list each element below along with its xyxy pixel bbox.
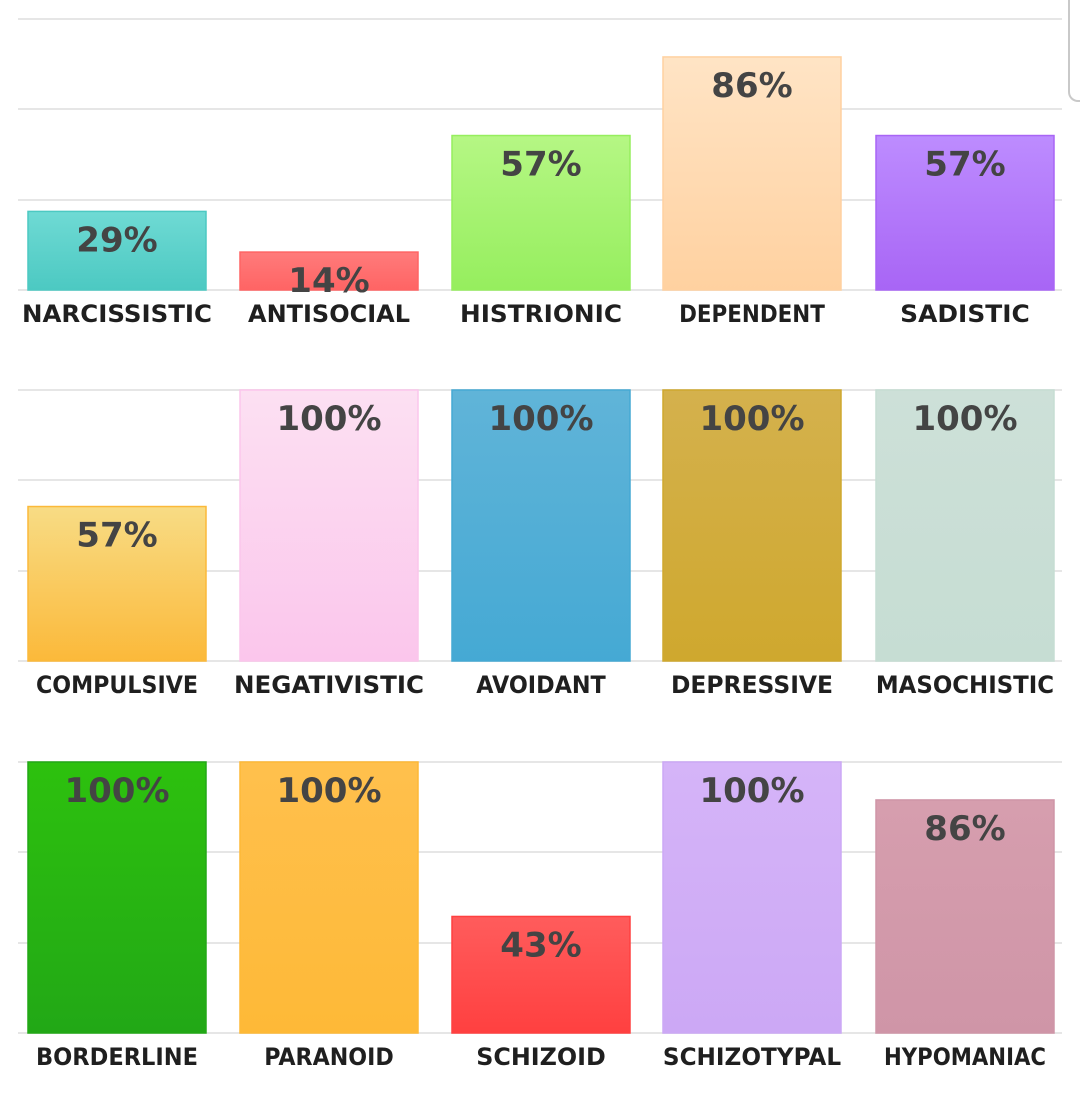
data-label: 86%: [924, 809, 1005, 849]
data-label: 100%: [699, 399, 804, 439]
chart-group-2: 57% COMPULSIVE 100% NEGATIVISTIC 100% AVOIDAN…: [18, 389, 1062, 699]
category-label: BORDERLINE: [36, 1043, 198, 1071]
category-label: SCHIZOID: [476, 1043, 606, 1071]
data-label: 100%: [276, 771, 381, 811]
bar-dependent: [662, 56, 842, 291]
data-label: 100%: [912, 399, 1017, 439]
data-label: 57%: [76, 516, 157, 556]
bar-depressive: [662, 389, 842, 662]
bar-borderline: [27, 761, 207, 1034]
data-label: 100%: [488, 399, 593, 439]
bar-narcissistic: [27, 210, 207, 291]
category-label: PARANOID: [264, 1043, 394, 1071]
chart-group-3: 100% BORDERLINE 100% PARANOID 43% SCHIZOID 100…: [18, 761, 1062, 1071]
data-label: 57%: [924, 145, 1005, 185]
category-label: MASOCHISTIC: [876, 671, 1054, 699]
category-label: COMPULSIVE: [36, 671, 198, 699]
category-label: NARCISSISTIC: [22, 300, 212, 328]
bar-masochistic: [875, 389, 1055, 662]
category-label: AVOIDANT: [476, 671, 606, 699]
category-label: NEGATIVISTIC: [234, 671, 424, 699]
data-label: 100%: [699, 771, 804, 811]
bar-avoidant: [451, 389, 631, 662]
bar-paranoid: [239, 761, 419, 1034]
data-label: 86%: [711, 66, 792, 106]
scroll-indicator[interactable]: [1068, 0, 1080, 102]
data-label: 100%: [64, 771, 169, 811]
category-label: HISTRIONIC: [460, 300, 622, 328]
data-label: 100%: [276, 399, 381, 439]
bar-schizotypal: [662, 761, 842, 1034]
category-label: ANTISOCIAL: [248, 300, 410, 328]
chart-group-1: 29% NARCISSISTIC 14%ANTISOCIAL 57% HISTRIONI…: [18, 18, 1062, 328]
bar-schizoid: [451, 915, 631, 1034]
bar-negativistic: [239, 389, 419, 662]
data-label: 43%: [500, 925, 581, 965]
data-label: 57%: [500, 145, 581, 185]
category-label: HYPOMANIAC: [884, 1043, 1046, 1071]
bar-histrionic: [451, 134, 631, 291]
category-label: DEPRESSIVE: [671, 671, 833, 699]
bar-antisocial: [239, 251, 419, 291]
bar-sadistic: [875, 134, 1055, 291]
category-label: SADISTIC: [900, 300, 1030, 328]
data-label: 29%: [76, 220, 157, 260]
bar-hypomaniac: [875, 799, 1055, 1034]
data-label: 14%: [288, 261, 369, 301]
category-label: SCHIZOTYPAL: [663, 1043, 841, 1071]
category-label: DEPENDENT: [679, 300, 825, 328]
bar-compulsive: [27, 505, 207, 662]
